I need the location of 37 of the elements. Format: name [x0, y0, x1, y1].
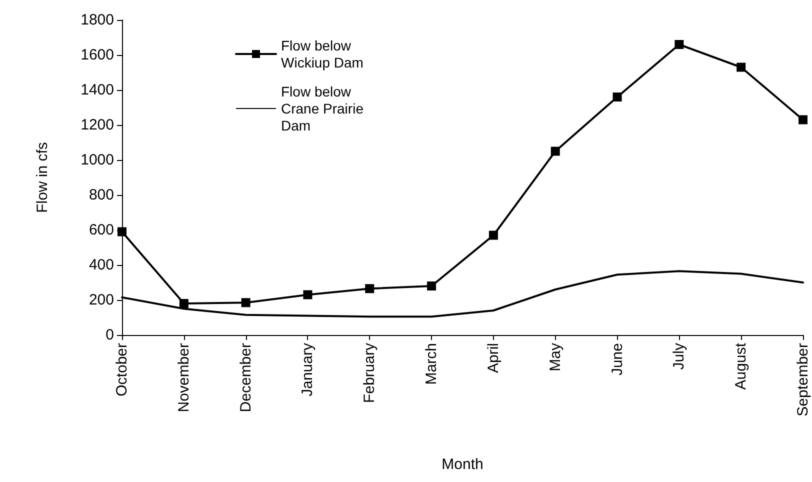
- x-tick-label: July: [670, 342, 688, 370]
- x-tick-label: May: [546, 342, 564, 372]
- legend-label: Flow below Crane Prairie Dam: [281, 84, 364, 134]
- y-tick-label: 800: [88, 186, 114, 204]
- y-tick-label: 1400: [80, 82, 114, 98]
- y-axis-title: Flow in cfs: [34, 142, 51, 213]
- point: [365, 284, 374, 294]
- x-axis-title: Month: [442, 456, 484, 473]
- y-tick-label: 1200: [80, 116, 114, 134]
- point: [550, 146, 560, 156]
- y-tick-label: 600: [88, 222, 114, 238]
- point: [798, 115, 808, 124]
- point: [736, 62, 746, 72]
- point: [612, 92, 622, 102]
- y-tick-label: 400: [88, 256, 114, 274]
- point: [179, 299, 188, 308]
- point: [427, 282, 436, 290]
- x-tick-label: June: [608, 343, 626, 376]
- y-tick-label: 200: [88, 292, 114, 308]
- x-tick-label: October: [114, 343, 130, 396]
- x-tick-label: March: [423, 343, 440, 385]
- x-tick-label: February: [361, 342, 378, 404]
- x-tick-label: April: [484, 343, 502, 374]
- point: [241, 298, 250, 308]
- legend-label: Flow below Wickiup Dam: [281, 38, 364, 70]
- y-tick-label: 1000: [80, 152, 114, 168]
- y-tick-label: 1800: [80, 12, 114, 28]
- y-tick-label: 1600: [80, 46, 114, 64]
- y-tick-label: 0: [106, 326, 114, 344]
- x-tick-label: September: [794, 342, 812, 416]
- x-tick-label: November: [175, 343, 192, 412]
- x-tick-label: January: [299, 342, 316, 396]
- point: [674, 40, 684, 49]
- point: [303, 290, 312, 300]
- point: [488, 230, 498, 240]
- x-tick-label: December: [237, 343, 254, 412]
- x-tick-label: August: [732, 342, 750, 390]
